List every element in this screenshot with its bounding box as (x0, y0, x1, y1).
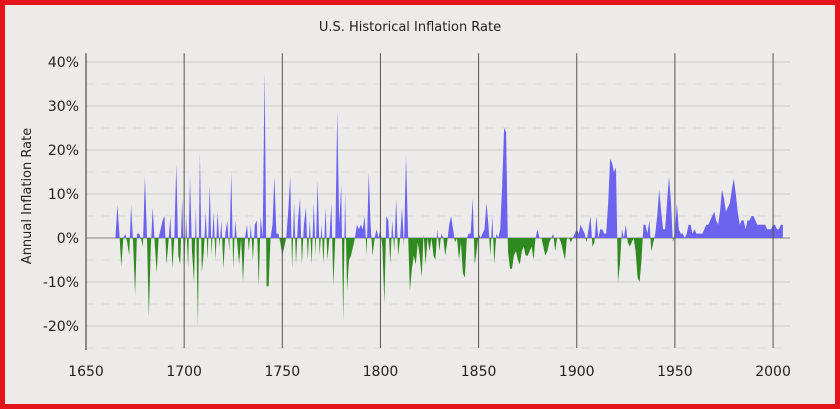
y-tick-labels: 40% 30% 20% 10% 0% -10% -20% (43, 55, 79, 335)
y-tick-label: -20% (43, 319, 79, 335)
x-tick-label: 1850 (461, 364, 497, 380)
y-tick-label: 10% (48, 187, 79, 203)
y-tick-label: 0% (57, 231, 79, 247)
x-tick-label: 1950 (657, 364, 693, 380)
x-tick-label: 1650 (68, 364, 104, 380)
positive-inflation-area (115, 70, 783, 238)
chart-title: U.S. Historical Inflation Rate (319, 20, 501, 35)
x-tick-label: 2000 (755, 364, 791, 380)
grid (85, 53, 790, 350)
y-tick-label: 40% (48, 55, 79, 71)
y-axis-label: Annual Inflation Rate (20, 128, 35, 264)
y-tick-label: 20% (48, 143, 79, 159)
x-tick-label: 1700 (166, 364, 202, 380)
decade-gridlines (183, 53, 774, 348)
y-tick-label: 30% (48, 99, 79, 115)
x-tick-label: 1750 (264, 364, 300, 380)
y-tick-label: -10% (43, 275, 79, 291)
x-tick-label: 1900 (559, 364, 595, 380)
x-tick-labels: 1650 1700 1750 1800 1850 1900 1950 2000 (68, 364, 791, 380)
x-tick-label: 1800 (363, 364, 399, 380)
